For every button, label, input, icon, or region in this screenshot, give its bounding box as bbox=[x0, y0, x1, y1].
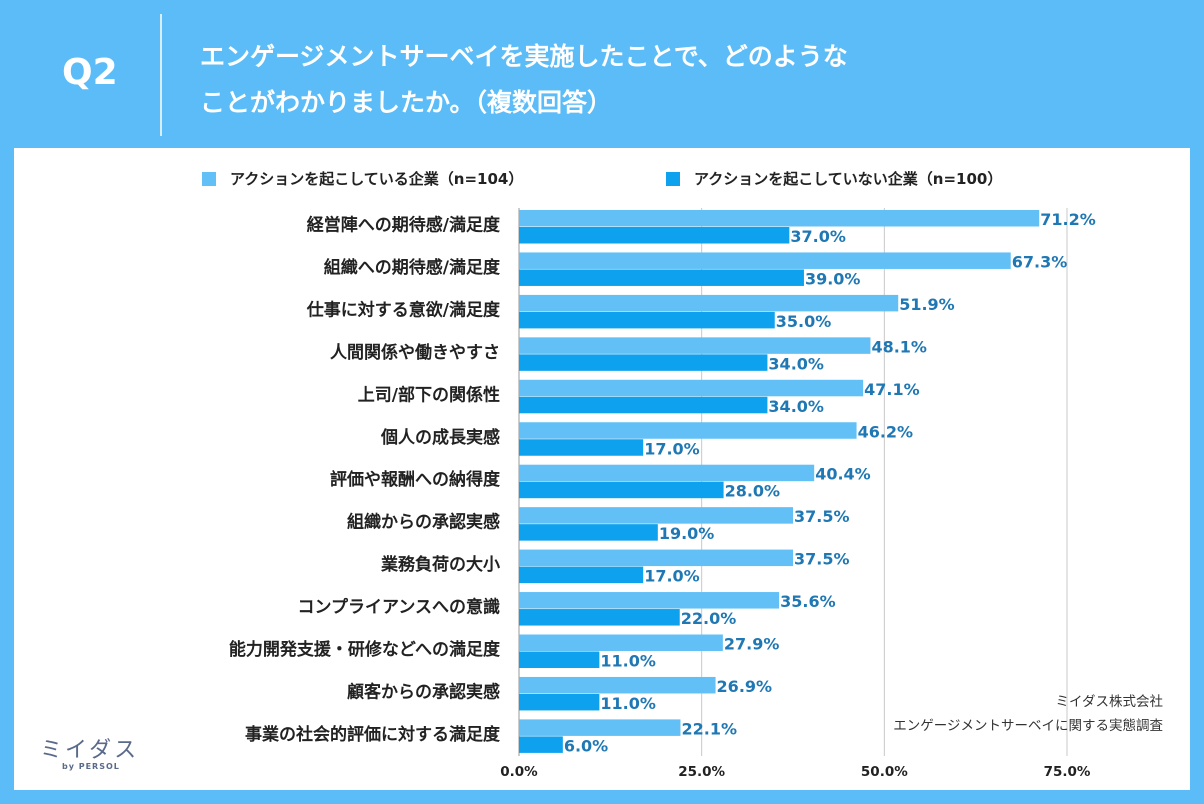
bar-series2 bbox=[519, 736, 563, 753]
bar-series2 bbox=[519, 566, 644, 584]
bar-series1 bbox=[519, 337, 871, 354]
bar-series1 bbox=[519, 252, 1011, 269]
bar-series1 bbox=[519, 294, 899, 312]
bar-series1 bbox=[519, 210, 1040, 227]
source-survey: エンゲージメントサーベイに関する実態調査 bbox=[893, 718, 1163, 734]
header-divider bbox=[160, 14, 162, 136]
brand-byline: by PERSOL bbox=[62, 762, 120, 771]
value-label-series2: 6.0% bbox=[564, 736, 608, 755]
bar-series1 bbox=[519, 676, 716, 694]
bar-series1 bbox=[519, 422, 857, 439]
category-label: コンプライアンスへの意識 bbox=[298, 597, 500, 618]
bar-series2 bbox=[519, 651, 600, 668]
value-label-series1: 67.3% bbox=[1012, 252, 1068, 271]
bar-series2 bbox=[519, 269, 804, 286]
value-label-series2: 34.0% bbox=[768, 354, 824, 373]
value-label-series2: 35.0% bbox=[776, 312, 832, 331]
bar-series2 bbox=[519, 227, 790, 244]
bar-series1 bbox=[519, 719, 681, 736]
bar-series2 bbox=[519, 354, 768, 371]
title-line-1: エンゲージメントサーベイを実施したことで、どのような bbox=[200, 42, 848, 71]
bar-series2 bbox=[519, 693, 600, 711]
question-number: Q2 bbox=[62, 52, 118, 93]
category-label: 個人の成長実感 bbox=[380, 427, 500, 448]
legend-label-series1: アクションを起こしている企業（n=104） bbox=[230, 170, 524, 188]
bar-series1 bbox=[519, 464, 815, 482]
legend-swatch-series2 bbox=[666, 171, 680, 186]
value-label-series2: 22.0% bbox=[681, 609, 737, 628]
bar-chart: 0.0% 25.0% 50.0% 75.0% 経営陣への期待感/満足度 71.2% 37.0… bbox=[229, 208, 1096, 780]
legend: アクションを起こしている企業（n=104） アクションを起こしていない企業（n=… bbox=[14, 168, 1190, 192]
bar-series2 bbox=[519, 524, 658, 541]
source-note: ミイダス株式会社 エンゲージメントサーベイに関する実態調査 bbox=[893, 690, 1163, 738]
category-label: 仕事に対する意欲/満足度 bbox=[306, 299, 501, 320]
bar-series2 bbox=[519, 311, 775, 329]
value-label-series1: 27.9% bbox=[724, 635, 780, 654]
bar-series2 bbox=[519, 481, 724, 499]
bar-series1 bbox=[519, 592, 780, 609]
value-label-series2: 19.0% bbox=[659, 524, 715, 543]
category-label: 能力開発支援・研修などへの満足度 bbox=[229, 639, 501, 660]
category-label: 組織への期待感/満足度 bbox=[324, 257, 501, 278]
bar-series1 bbox=[519, 634, 723, 651]
value-label-series1: 37.5% bbox=[794, 507, 850, 526]
brand-name: ミイダス bbox=[40, 738, 140, 763]
value-label-series1: 37.5% bbox=[794, 550, 850, 569]
source-company: ミイダス株式会社 bbox=[1055, 694, 1163, 710]
value-label-series1: 26.9% bbox=[717, 677, 773, 696]
category-label: 評価や報酬への納得度 bbox=[330, 469, 501, 490]
x-tick-label: 25.0% bbox=[678, 764, 725, 780]
value-label-series1: 35.6% bbox=[780, 592, 836, 611]
x-tick-label: 75.0% bbox=[1044, 764, 1091, 780]
category-label: 組織からの承認実感 bbox=[347, 512, 500, 533]
chart-panel: 0.0% 25.0% 50.0% 75.0% 経営陣への期待感/満足度 71.2% 37.0… bbox=[14, 148, 1190, 790]
value-label-series2: 11.0% bbox=[600, 652, 656, 671]
bar-series2 bbox=[519, 396, 768, 414]
category-label: 経営陣への期待感/満足度 bbox=[307, 215, 501, 236]
value-label-series1: 48.1% bbox=[871, 337, 927, 356]
value-label-series2: 28.0% bbox=[725, 482, 781, 501]
legend-item-series2: アクションを起こしていない企業（n=100） bbox=[666, 168, 1002, 189]
value-label-series2: 17.0% bbox=[644, 567, 700, 586]
category-label: 上司/部下の関係性 bbox=[358, 384, 500, 405]
category-label: 顧客からの承認実感 bbox=[347, 681, 500, 702]
value-label-series2: 17.0% bbox=[644, 439, 700, 458]
title-line-2: ことがわかりましたか。（複数回答） bbox=[200, 88, 613, 117]
value-label-series2: 34.0% bbox=[768, 397, 824, 416]
value-label-series1: 46.2% bbox=[858, 422, 914, 441]
category-label: 業務負荷の大小 bbox=[381, 554, 500, 575]
value-label-series2: 37.0% bbox=[790, 227, 846, 246]
bar-series1 bbox=[519, 549, 793, 567]
bar-series1 bbox=[519, 507, 793, 524]
value-label-series1: 40.4% bbox=[815, 465, 871, 484]
category-label: 人間関係や働きやすさ bbox=[330, 342, 500, 363]
brand-logo: ミイダス by PERSOL bbox=[40, 732, 160, 776]
legend-item-series1: アクションを起こしている企業（n=104） bbox=[202, 168, 523, 189]
legend-swatch-series1 bbox=[202, 171, 216, 186]
category-label: 事業の社会的評価に対する満足度 bbox=[245, 724, 501, 745]
value-label-series1: 71.2% bbox=[1040, 210, 1096, 229]
x-tick-label: 0.0% bbox=[500, 764, 538, 780]
page-title: エンゲージメントサーベイを実施したことで、どのような ことがわかりましたか。（複… bbox=[200, 34, 1160, 126]
value-label-series2: 11.0% bbox=[600, 694, 656, 713]
value-label-series2: 39.0% bbox=[805, 269, 861, 288]
bar-series1 bbox=[519, 379, 864, 397]
legend-label-series2: アクションを起こしていない企業（n=100） bbox=[694, 170, 1003, 188]
bar-series2 bbox=[519, 439, 644, 456]
value-label-series1: 51.9% bbox=[899, 295, 955, 314]
bar-series2 bbox=[519, 609, 680, 626]
value-label-series1: 47.1% bbox=[864, 380, 920, 399]
value-label-series1: 22.1% bbox=[681, 719, 737, 738]
header: Q2 エンゲージメントサーベイを実施したことで、どのような ことがわかりましたか… bbox=[0, 0, 1204, 146]
x-tick-label: 50.0% bbox=[861, 764, 908, 780]
